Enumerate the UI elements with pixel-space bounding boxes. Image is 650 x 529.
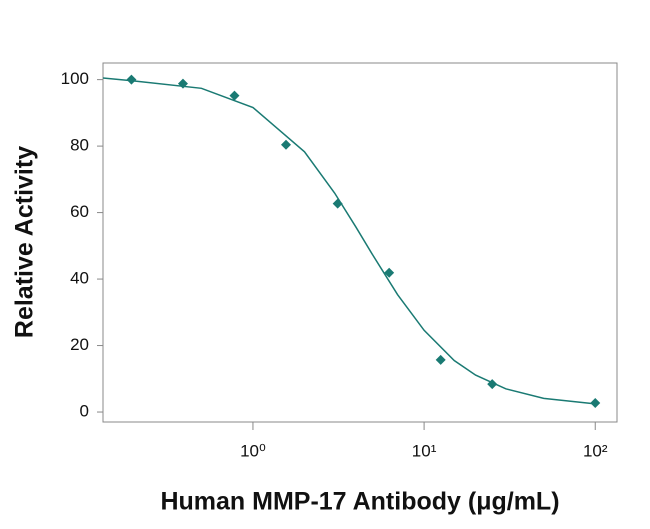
fit-curve <box>102 77 596 405</box>
y-tick-label: 0 <box>80 402 89 421</box>
x-axis-title: Human MMP-17 Antibody (μg/mL) <box>160 488 559 516</box>
x-tick-label: 10² <box>583 441 608 460</box>
data-point <box>332 198 343 209</box>
x-tick-label: 10¹ <box>412 441 437 460</box>
data-point <box>229 90 240 101</box>
data-point <box>384 267 395 278</box>
y-tick-label: 80 <box>70 136 89 155</box>
y-tick-label: 40 <box>70 269 89 288</box>
data-point <box>281 139 292 150</box>
x-tick-label: 10⁰ <box>240 441 266 460</box>
data-point <box>177 78 188 89</box>
data-point <box>590 398 601 409</box>
y-tick-label: 20 <box>70 335 89 354</box>
data-point <box>435 354 446 365</box>
data-point <box>126 74 137 85</box>
data-point <box>487 379 498 390</box>
y-tick-label: 100 <box>61 69 89 88</box>
plot-frame <box>102 62 618 423</box>
y-axis-title: Relative Activity <box>11 146 39 338</box>
y-tick-label: 60 <box>70 202 89 221</box>
